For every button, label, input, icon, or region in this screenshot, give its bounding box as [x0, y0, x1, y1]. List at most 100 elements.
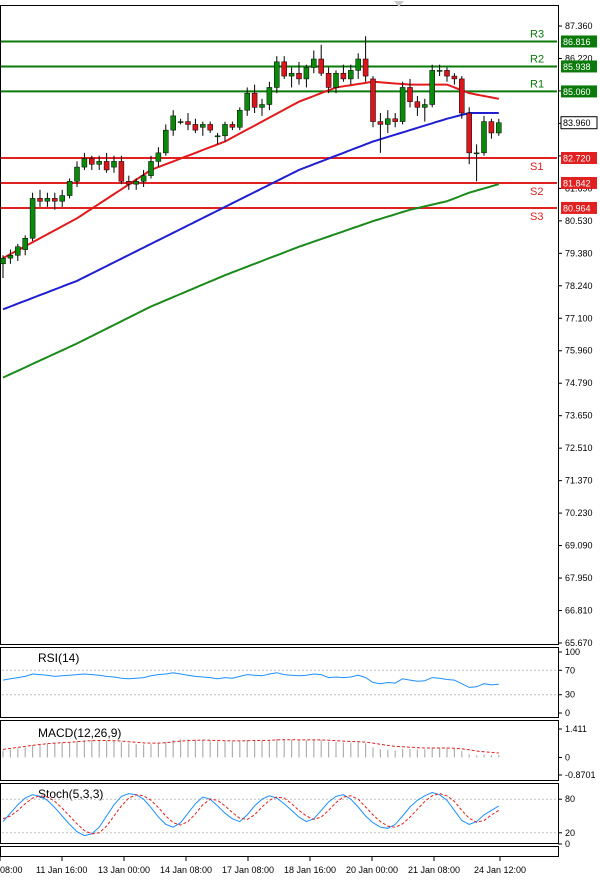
candle-body — [333, 72, 339, 88]
candle-body — [133, 181, 139, 185]
candle-body — [237, 109, 243, 128]
candle-body — [355, 58, 361, 71]
rsi-panel: RSI(14) 100 70 30 0 — [2, 647, 580, 718]
price-tick-label: 74.790 — [565, 378, 593, 388]
time-tick-label: 14 Jan 08:00 — [160, 865, 212, 875]
candle-body — [244, 92, 250, 111]
candle-body — [155, 152, 162, 162]
candle-body — [140, 175, 147, 182]
time-tick-label: 11 Jan 16:00 — [36, 865, 87, 875]
candle-body — [392, 118, 398, 122]
time-tick-label: 18 Jan 16:00 — [284, 865, 336, 875]
candle-body — [481, 121, 487, 154]
candle-body — [385, 118, 391, 125]
scroll-marker-icon[interactable] — [394, 1, 404, 7]
candle-body — [259, 104, 265, 108]
price-tick-label: 75.960 — [565, 346, 593, 356]
candle-body — [163, 129, 169, 154]
candle-body — [81, 158, 88, 168]
candle-body — [126, 181, 132, 185]
candle-body — [429, 70, 435, 105]
candle-body — [22, 237, 28, 250]
time-tick-label: 17 Jan 08:00 — [222, 865, 274, 875]
stoch-d-line — [2, 793, 500, 835]
candle-body — [118, 161, 125, 182]
indicator-tick-label: -0.8701 — [565, 770, 596, 780]
stoch-panel-border — [0, 783, 559, 844]
last-price-tag — [560, 116, 598, 130]
indicator-tick-label: 80 — [565, 794, 575, 804]
price-tick-label: 71.370 — [565, 476, 593, 486]
stoch-title: Stoch(5,3,3) — [38, 787, 103, 801]
time-tick-label: 21 Jan 08:00 — [408, 865, 460, 875]
level-tag-r1 — [561, 85, 597, 98]
candle-body — [214, 135, 221, 138]
indicator-tick-label: 0 — [565, 708, 570, 718]
indicator-tick-label: 0 — [565, 839, 570, 849]
stoch-panel: Stoch(5,3,3) 80 200 — [2, 787, 575, 849]
indicator-tick-label: 100 — [565, 647, 580, 657]
level-tag-s2 — [561, 176, 597, 189]
candle-body — [303, 67, 310, 80]
candle-body — [496, 122, 502, 134]
candle-body — [37, 198, 43, 202]
candle-body — [399, 87, 406, 122]
candle-body — [192, 124, 199, 131]
level-value-r2: 85.938 — [563, 62, 591, 72]
level-tags: 86.816 85.938 85.060 82.720 81.842 80.964 83.9… — [560, 35, 598, 214]
candles — [0, 36, 502, 279]
price-tick-label: 78.240 — [565, 281, 593, 291]
candle-body — [459, 78, 465, 114]
candle-body — [66, 181, 73, 196]
candle-body — [200, 124, 206, 128]
candle-body — [0, 257, 6, 265]
candle-body — [266, 87, 273, 105]
candle-body — [148, 161, 154, 176]
level-value-s2: 81.842 — [563, 178, 591, 188]
candle-body — [311, 58, 317, 68]
price-tick-label: 86.220 — [565, 53, 593, 63]
level-name-r3: R3 — [530, 28, 544, 40]
candle-body — [111, 161, 117, 168]
moving-average-line-2 — [2, 112, 499, 311]
candle-body — [444, 70, 450, 77]
candle-body — [170, 115, 176, 131]
candle-body — [229, 124, 236, 128]
candle-body — [473, 152, 480, 155]
candle-body — [7, 255, 14, 259]
candle-body — [29, 198, 36, 239]
candle-body — [340, 72, 347, 80]
indicator-tick-label: 0 — [565, 752, 570, 762]
price-tick-label: 73.650 — [565, 411, 593, 421]
level-name-r1: R1 — [530, 78, 544, 90]
candle-body — [296, 72, 302, 80]
indicator-tick-label: 20 — [565, 828, 575, 838]
price-tick-label: 79.380 — [565, 248, 593, 258]
candle-body — [74, 166, 80, 182]
candle-body — [222, 124, 228, 137]
level-tag-s1 — [561, 151, 597, 164]
moving-average-line-1 — [2, 80, 499, 259]
level-name-s3: S3 — [530, 211, 543, 223]
candle-body — [185, 121, 191, 125]
time-tick-label: 24 Jan 12:00 — [474, 865, 526, 875]
candle-body — [96, 161, 102, 165]
candle-body — [422, 104, 428, 108]
candle-body — [288, 72, 295, 77]
level-tag-s3 — [561, 201, 597, 214]
macd-title: MACD(12,26,9) — [38, 726, 121, 740]
candle-body — [207, 124, 213, 131]
price-panel-border — [0, 5, 559, 645]
candle-body — [15, 246, 21, 256]
macd-panel-border — [0, 720, 559, 781]
candle-body — [370, 78, 376, 122]
level-value-s1: 82.720 — [563, 153, 591, 163]
last-price-value: 83.960 — [563, 118, 591, 128]
time-tick-label: 13 Jan 00:00 — [98, 865, 150, 875]
price-tick-label: 70.230 — [565, 508, 593, 518]
candle-body — [103, 161, 110, 171]
level-value-r1: 85.060 — [563, 87, 591, 97]
candle-body — [89, 158, 95, 165]
